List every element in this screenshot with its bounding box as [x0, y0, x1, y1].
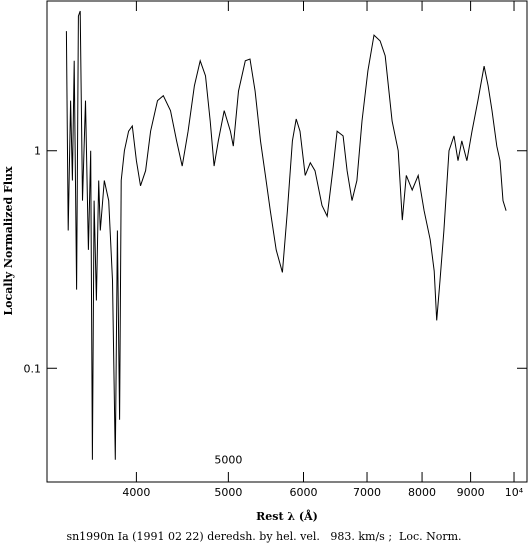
- y-tick-label: 1: [34, 145, 41, 158]
- annotation: 5000: [214, 454, 242, 467]
- x-tick-label: 5000: [214, 486, 242, 499]
- y-axis-label: Locally Normalized Flux: [2, 166, 15, 316]
- plot-frame: [46, 0, 528, 483]
- x-tick-label: 8000: [408, 486, 436, 499]
- x-tick-label: 9000: [457, 486, 485, 499]
- spectrum-line: [65, 10, 507, 460]
- x-tick-label: 6000: [289, 486, 317, 499]
- x-tick-label: 4000: [122, 486, 150, 499]
- caption: sn1990n Ia (1991 02 22) deredsh. by hel.…: [66, 530, 461, 543]
- x-axis-label: Rest λ (Å): [256, 509, 318, 523]
- x-tick-label: 7000: [353, 486, 381, 499]
- x-tick-label: 10⁴: [505, 486, 524, 499]
- y-tick-label: 0.1: [24, 362, 42, 375]
